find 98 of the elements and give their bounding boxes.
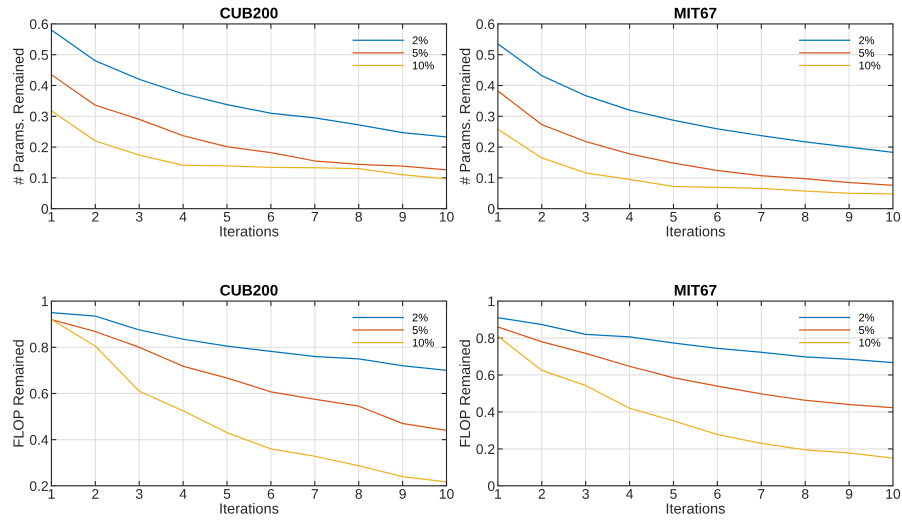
x-tick-label: 4 xyxy=(180,212,187,222)
x-tick-label: 2 xyxy=(538,212,545,222)
x-tick-label: 7 xyxy=(758,212,764,222)
x-axis-title: Iterations xyxy=(220,226,278,237)
x-tick-label: 8 xyxy=(802,489,808,499)
y-tick-label: 0.2 xyxy=(476,444,494,454)
y-axis-title: FLOP Remained xyxy=(12,340,24,446)
line-series xyxy=(51,74,447,171)
x-tick-label: 3 xyxy=(582,489,589,499)
y-tick-label: 0.6 xyxy=(476,370,494,380)
legend-label: 10% xyxy=(859,62,880,70)
legend-label: 5% xyxy=(858,49,874,57)
x-tick-label: 4 xyxy=(626,212,634,222)
line-series xyxy=(51,29,447,138)
y-tick-label: 1 xyxy=(42,296,48,306)
y-tick-label: 0.1 xyxy=(30,173,48,184)
x-tick-label: 9 xyxy=(399,489,406,499)
x-tick-label: 5 xyxy=(224,212,230,222)
y-tick-label: 0.4 xyxy=(476,407,495,418)
x-tick-label: 3 xyxy=(136,489,142,499)
x-tick-label: 9 xyxy=(846,212,852,222)
legend-label: 2% xyxy=(859,314,874,322)
x-tick-label: 4 xyxy=(180,489,187,499)
x-tick-label: 3 xyxy=(136,212,142,222)
x-tick-label: 2 xyxy=(92,489,98,499)
y-tick-label: 0 xyxy=(488,481,495,492)
y-tick-label: 0 xyxy=(488,204,495,214)
line-series xyxy=(498,336,893,459)
x-tick-label: 2 xyxy=(92,212,98,222)
x-tick-label: 8 xyxy=(355,489,362,499)
legend-label: 5% xyxy=(858,326,874,334)
x-tick-label: 10 xyxy=(886,489,900,499)
chart-title: CUB200 xyxy=(220,8,278,18)
legend-label: 5% xyxy=(412,49,428,57)
y-tick-label: 0.6 xyxy=(30,388,48,399)
legend-label: 10% xyxy=(859,338,880,347)
legend-label: 5% xyxy=(412,326,428,334)
x-tick-label: 3 xyxy=(582,212,589,222)
y-tick-label: 0.4 xyxy=(476,80,495,91)
legend-label: 10% xyxy=(412,62,434,70)
y-tick-label: 0.5 xyxy=(476,50,495,60)
x-tick-label: 10 xyxy=(440,489,454,499)
x-tick-label: 6 xyxy=(714,212,721,222)
y-tick-label: 0.5 xyxy=(30,50,48,60)
chart-title: MIT67 xyxy=(674,284,716,296)
x-tick-label: 2 xyxy=(538,489,545,499)
x-tick-label: 6 xyxy=(268,212,274,222)
chart-title: CUB200 xyxy=(220,284,278,296)
y-axis-title: # Params. Remained xyxy=(12,48,24,185)
line-series xyxy=(51,312,447,371)
y-tick-label: 0.8 xyxy=(30,342,48,352)
y-tick-label: 0.6 xyxy=(30,19,48,30)
y-axis-title: FLOP Remained xyxy=(459,340,470,446)
x-tick-label: 10 xyxy=(440,212,454,222)
line-series xyxy=(498,326,893,408)
y-tick-label: 0.2 xyxy=(30,142,48,152)
x-tick-label: 8 xyxy=(802,212,808,222)
legend-label: 2% xyxy=(859,36,874,44)
x-tick-label: 7 xyxy=(312,212,318,222)
x-tick-label: 6 xyxy=(268,489,274,499)
y-axis-title: # Params. Remained xyxy=(459,48,470,185)
x-axis-title: Iterations xyxy=(666,502,725,514)
x-tick-label: 5 xyxy=(670,489,677,499)
y-tick-label: 0.6 xyxy=(476,19,494,30)
x-tick-label: 1 xyxy=(495,212,502,222)
legend-label: 10% xyxy=(412,338,434,347)
x-tick-label: 6 xyxy=(714,489,721,499)
y-tick-label: 0.3 xyxy=(30,112,48,122)
line-series xyxy=(498,128,893,195)
x-tick-label: 10 xyxy=(886,212,900,222)
legend-label: 2% xyxy=(412,36,428,44)
x-tick-label: 4 xyxy=(626,489,634,499)
y-tick-label: 0.3 xyxy=(476,112,494,122)
y-tick-label: 0.2 xyxy=(476,142,494,152)
y-tick-label: 0.4 xyxy=(30,435,48,445)
x-axis-title: Iterations xyxy=(220,502,278,514)
x-tick-label: 1 xyxy=(48,212,55,222)
x-tick-label: 7 xyxy=(312,489,318,499)
x-tick-label: 9 xyxy=(399,212,406,222)
legend-label: 2% xyxy=(412,314,428,322)
y-tick-label: 0.4 xyxy=(30,80,48,91)
x-tick-label: 7 xyxy=(758,489,764,499)
line-series xyxy=(51,110,447,180)
x-tick-label: 1 xyxy=(495,489,502,499)
x-tick-label: 8 xyxy=(355,212,362,222)
x-axis-title: Iterations xyxy=(666,226,725,237)
x-tick-label: 9 xyxy=(846,489,852,499)
y-tick-label: 0.1 xyxy=(476,173,494,184)
line-series xyxy=(498,90,893,186)
x-tick-label: 1 xyxy=(48,489,55,499)
x-tick-label: 5 xyxy=(670,212,677,222)
x-tick-label: 5 xyxy=(224,489,230,499)
chart-title: MIT67 xyxy=(674,8,716,18)
y-tick-label: 0.2 xyxy=(30,481,48,492)
y-tick-label: 0.8 xyxy=(476,333,494,344)
y-tick-label: 1 xyxy=(488,296,494,306)
line-series xyxy=(498,43,893,153)
y-tick-label: 0 xyxy=(41,204,48,214)
